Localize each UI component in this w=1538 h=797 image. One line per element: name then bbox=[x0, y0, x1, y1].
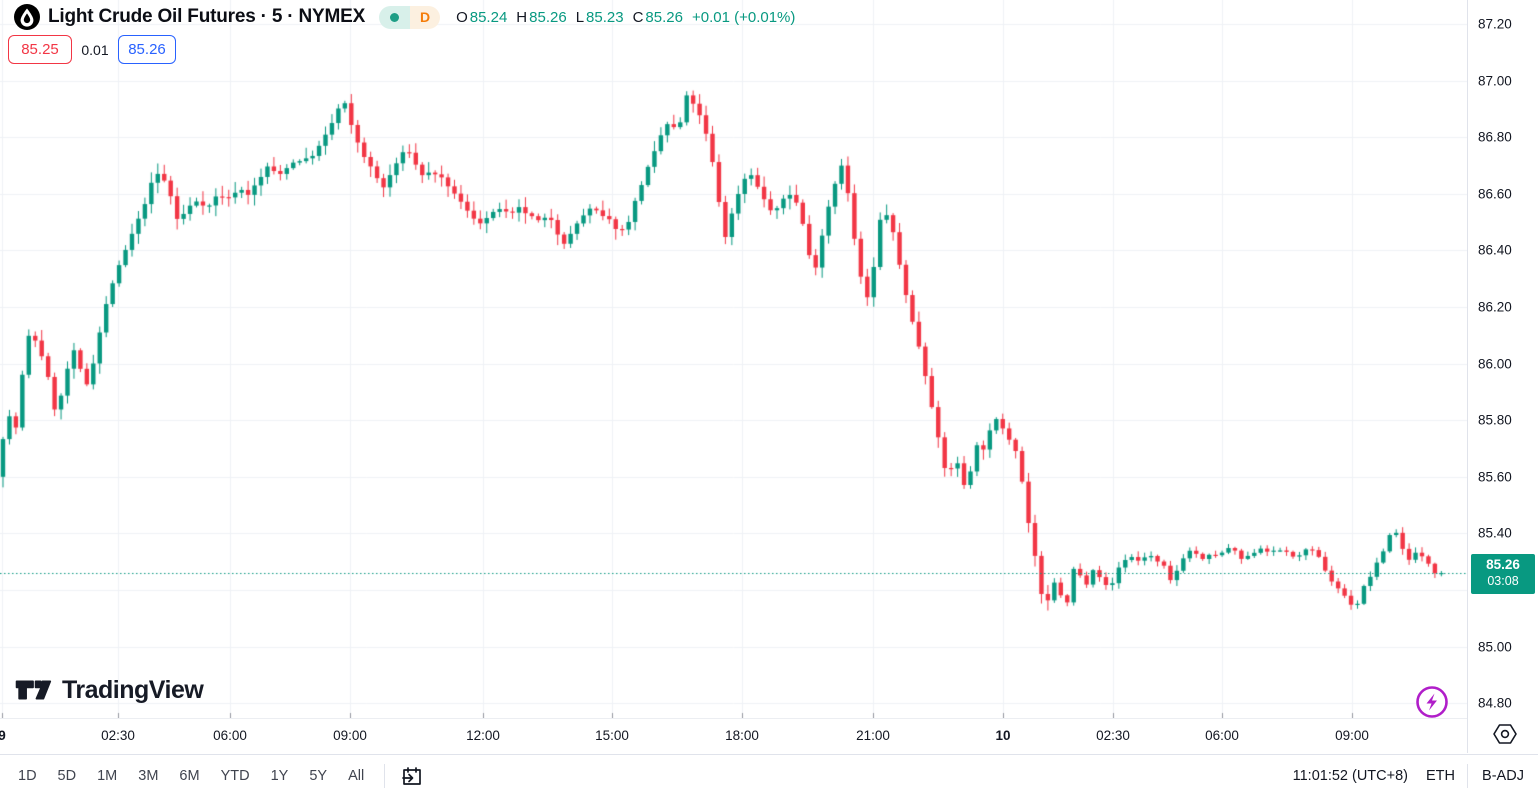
current-price-value: 85.26 bbox=[1486, 557, 1520, 573]
ohlc-value: 85.23 bbox=[586, 8, 624, 26]
range-button-1y[interactable]: 1Y bbox=[270, 768, 289, 784]
range-button-ytd[interactable]: YTD bbox=[220, 768, 250, 784]
chart-pane-border bbox=[0, 718, 1467, 719]
candlestick-chart[interactable] bbox=[0, 0, 1467, 718]
quote-row: 85.25 0.01 85.26 bbox=[8, 35, 176, 64]
bottom-toolbar: 1D 5D 1M 3M 6M YTD 1Y 5Y All 11:01:52 (UTC+8) ET… bbox=[0, 754, 1538, 797]
adjustment-badj-button[interactable]: B-ADJ bbox=[1482, 768, 1524, 784]
oil-drop-symbol-logo-icon bbox=[14, 4, 40, 30]
symbol-title[interactable]: Light Crude Oil Futures · 5 · NYMEX bbox=[48, 6, 366, 27]
time-tick-label: 09:00 bbox=[1335, 728, 1369, 743]
time-tick-label: 9 bbox=[0, 728, 6, 743]
time-tick-label: 21:00 bbox=[856, 728, 890, 743]
range-button-5y[interactable]: 5Y bbox=[309, 768, 328, 784]
price-tick-label: 87.00 bbox=[1478, 73, 1512, 89]
ohlc-key: O bbox=[456, 8, 468, 26]
tradingview-watermark[interactable]: TradingView bbox=[14, 674, 204, 706]
price-tick-label: 86.20 bbox=[1478, 299, 1512, 315]
ohlc-value: 85.24 bbox=[469, 8, 508, 26]
ohlc-values: O 85.24 H 85.26 L 85.23 C 85.26 +0.01 (+0.01%) bbox=[456, 9, 795, 26]
toolbar-divider bbox=[1467, 764, 1468, 788]
price-tick-label: 85.60 bbox=[1478, 469, 1512, 485]
watermark-text: TradingView bbox=[62, 675, 204, 704]
tradingview-logo-icon bbox=[14, 674, 52, 706]
market-open-status bbox=[379, 5, 411, 29]
ohlc-value: 85.26 bbox=[645, 8, 683, 26]
current-price-label: 85.26 03:08 bbox=[1471, 553, 1535, 594]
ohlc-key: L bbox=[575, 8, 585, 26]
market-status-pill[interactable]: D bbox=[379, 5, 441, 29]
toolbar-divider bbox=[384, 764, 386, 788]
bid-ask-spread: 0.01 bbox=[81, 41, 109, 58]
time-tick-label: 09:00 bbox=[333, 728, 367, 743]
time-tick-label: 06:00 bbox=[213, 728, 247, 743]
calendar-arrow-icon bbox=[402, 767, 422, 785]
time-tick-label: 15:00 bbox=[595, 728, 629, 743]
price-tick-label: 85.80 bbox=[1478, 412, 1512, 428]
price-tick-label: 87.20 bbox=[1478, 16, 1512, 32]
clock-timezone-button[interactable]: 11:01:52 (UTC+8) bbox=[1292, 768, 1408, 784]
time-tick-label: 12:00 bbox=[466, 728, 500, 743]
range-button-5d[interactable]: 5D bbox=[57, 768, 77, 784]
time-tick-label: 06:00 bbox=[1205, 728, 1239, 743]
price-axis[interactable]: 85.26 03:08 87.20 87.00 86.80 86.60 86.40 86.… bbox=[1468, 0, 1538, 753]
ohlc-key: C bbox=[632, 8, 644, 26]
ohlc-value: 85.26 bbox=[529, 8, 567, 26]
range-button-6m[interactable]: 6M bbox=[179, 768, 200, 784]
pane-settings-hexagon-icon[interactable] bbox=[1491, 721, 1519, 747]
price-tick-label: 85.40 bbox=[1478, 525, 1512, 541]
go-to-date-button[interactable] bbox=[399, 763, 425, 789]
range-button-all[interactable]: All bbox=[348, 768, 365, 784]
toolbar-right-group: 11:01:52 (UTC+8) ETH B-ADJ bbox=[1293, 764, 1538, 788]
bid-price-button[interactable]: 85.25 bbox=[8, 35, 72, 64]
range-button-1m[interactable]: 1M bbox=[97, 768, 118, 784]
price-tick-label: 85.00 bbox=[1478, 639, 1512, 655]
time-tick-label: 02:30 bbox=[1096, 728, 1130, 743]
price-axis-separator bbox=[1467, 0, 1468, 753]
price-tick-label: 84.80 bbox=[1478, 695, 1512, 711]
delayed-data-badge: D bbox=[410, 5, 441, 29]
price-tick-label: 86.40 bbox=[1478, 242, 1512, 258]
date-range-buttons: 1D 5D 1M 3M 6M YTD 1Y 5Y All bbox=[0, 768, 364, 784]
instant-trading-lightning-icon[interactable] bbox=[1414, 684, 1450, 720]
bar-countdown: 03:08 bbox=[1487, 574, 1519, 589]
ohlc-key: H bbox=[516, 8, 528, 26]
session-eth-button[interactable]: ETH bbox=[1426, 768, 1455, 784]
market-status-dot-icon bbox=[390, 12, 400, 22]
range-button-3m[interactable]: 3M bbox=[138, 768, 159, 784]
price-tick-label: 86.00 bbox=[1478, 356, 1512, 372]
ask-price-button[interactable]: 85.26 bbox=[118, 35, 176, 64]
time-axis[interactable]: 9 02:30 06:00 09:00 12:00 15:00 18:00 21:00 10 02… bbox=[0, 719, 1467, 753]
price-tick-label: 86.60 bbox=[1478, 186, 1512, 202]
price-change: +0.01 (+0.01%) bbox=[691, 8, 796, 26]
time-tick-label: 18:00 bbox=[725, 728, 759, 743]
range-button-1d[interactable]: 1D bbox=[18, 768, 37, 784]
time-tick-label: 02:30 bbox=[101, 728, 135, 743]
time-tick-label: 10 bbox=[995, 728, 1011, 743]
price-tick-label: 86.80 bbox=[1478, 129, 1512, 145]
